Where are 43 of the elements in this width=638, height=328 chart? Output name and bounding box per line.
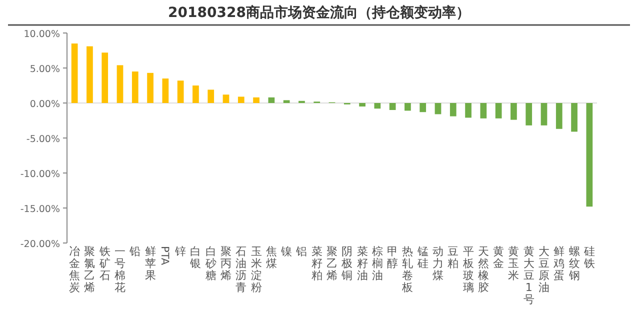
xtick: 铅 bbox=[130, 245, 141, 258]
xtick: 甲醇 bbox=[387, 245, 398, 270]
xtick: 菜籽粕 bbox=[311, 245, 322, 282]
xtick: 铁矿石 bbox=[99, 245, 110, 282]
xtick: 玉米淀粉 bbox=[250, 245, 262, 294]
xtick: 黄玉米 bbox=[508, 245, 520, 282]
ytick: -15.00% bbox=[20, 204, 60, 215]
xtick: PTA bbox=[158, 246, 170, 266]
xtick: 石油沥青 bbox=[236, 245, 247, 294]
xtick: 铝 bbox=[296, 245, 308, 258]
xtick: 鲜苹果 bbox=[144, 245, 156, 282]
ytick: 0.00% bbox=[30, 99, 60, 110]
xtick: 镍 bbox=[281, 245, 292, 258]
ytick: 5.00% bbox=[30, 64, 60, 75]
xtick: 豆粕 bbox=[448, 245, 459, 270]
title: 20180328商品市场资金流向（持仓额变动率） bbox=[168, 5, 470, 21]
ytick: -5.00% bbox=[26, 134, 60, 145]
xtick: 锰硅 bbox=[417, 245, 428, 270]
xtick: 一号棉花 bbox=[114, 245, 126, 294]
ytick: -10.00% bbox=[20, 169, 60, 180]
xtick: 冶金焦炭 bbox=[69, 245, 80, 294]
xtick: 鲜鸡蛋 bbox=[554, 245, 565, 282]
xtick: 大豆原油 bbox=[538, 245, 550, 294]
xtick: 聚乙烯 bbox=[326, 245, 338, 282]
xtick: 平板玻璃 bbox=[462, 245, 474, 294]
xtick: 热轧卷板 bbox=[402, 245, 414, 294]
ytick: -20.00% bbox=[20, 239, 60, 250]
ytick: 10.00% bbox=[24, 29, 60, 40]
xtick: 螺纹钢 bbox=[568, 245, 580, 282]
xtick: 白银 bbox=[190, 245, 202, 270]
xtick: 黄大豆1号 bbox=[523, 245, 534, 306]
xtick: 动力煤 bbox=[432, 245, 444, 282]
xtick: 黄金 bbox=[493, 245, 504, 270]
xtick: 白砂糖 bbox=[205, 245, 216, 282]
xtick: 聚氯乙烯 bbox=[84, 245, 96, 294]
xtick: 焦煤 bbox=[266, 245, 277, 270]
xtick: 锌 bbox=[175, 245, 186, 258]
xtick: 阴极铜 bbox=[342, 245, 353, 282]
xtick: 天然橡胶 bbox=[478, 245, 489, 294]
xtick: 硅铁 bbox=[584, 245, 595, 270]
xtick: 菜籽油 bbox=[356, 245, 368, 282]
xtick: 聚丙烯 bbox=[220, 245, 232, 282]
xtick: 棕榈油 bbox=[372, 245, 383, 282]
